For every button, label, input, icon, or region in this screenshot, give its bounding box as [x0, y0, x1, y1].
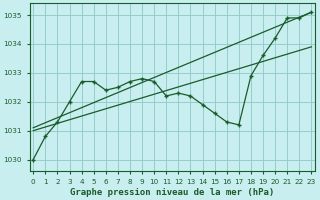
X-axis label: Graphe pression niveau de la mer (hPa): Graphe pression niveau de la mer (hPa): [70, 188, 275, 197]
